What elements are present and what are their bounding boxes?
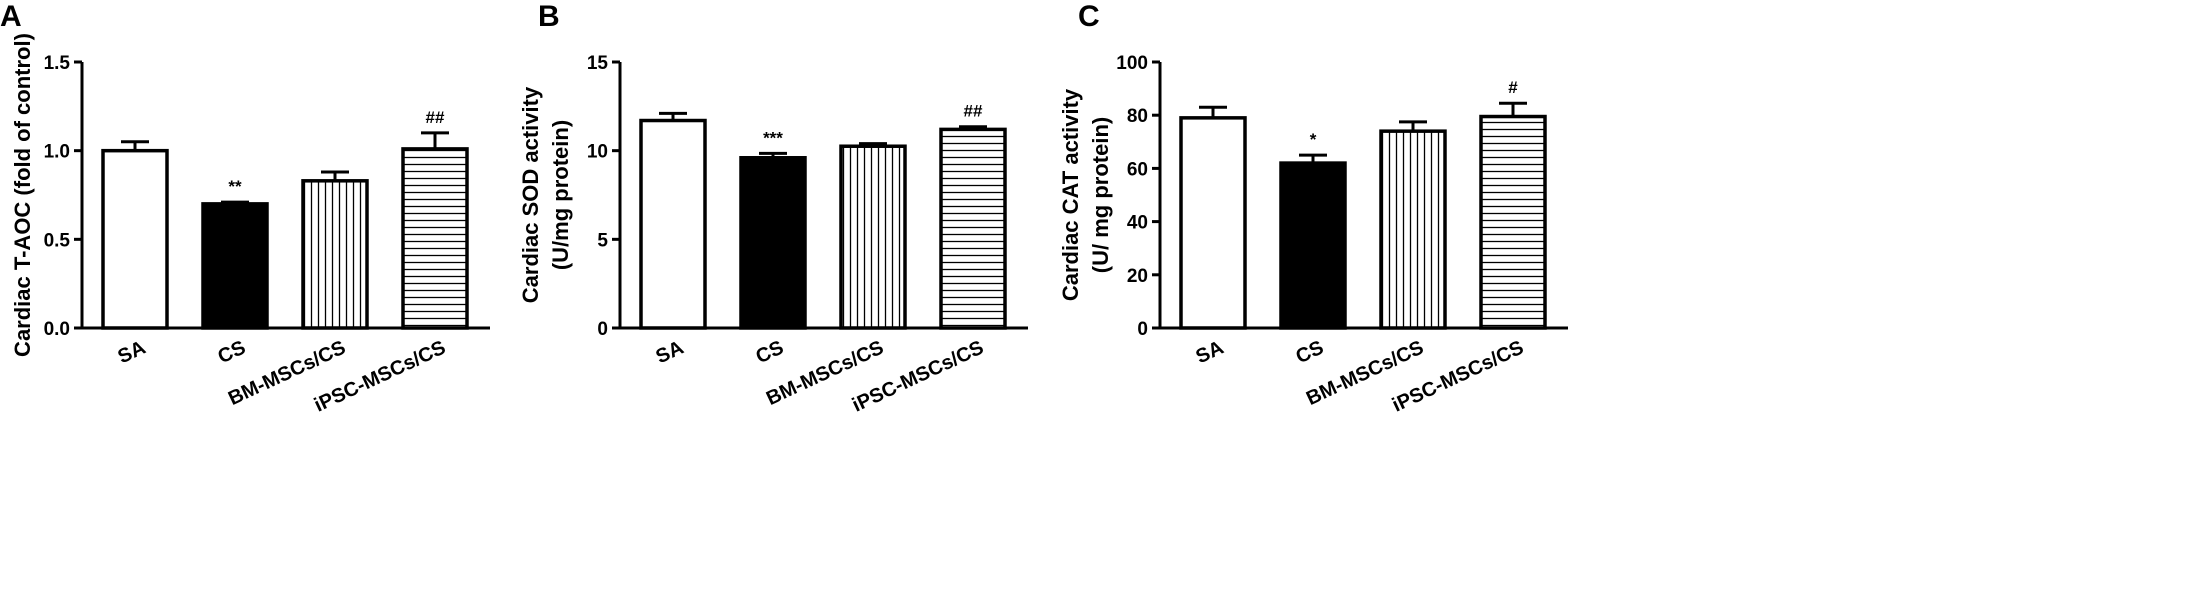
bar	[101, 148, 169, 330]
y-tick-label: 40	[1127, 213, 1148, 234]
significance-label: ##	[964, 102, 983, 121]
y-tick-label: 15	[587, 53, 609, 74]
y-tick-label: 0	[1137, 319, 1148, 340]
significance-label: *	[1310, 130, 1317, 149]
x-tick-label: SA	[1193, 337, 1227, 369]
significance-label: ***	[763, 128, 783, 147]
bar	[1279, 161, 1347, 330]
bar	[401, 147, 469, 330]
y-tick-label: 0	[597, 319, 608, 340]
y-tick-label: 0.0	[44, 319, 70, 340]
bar	[201, 202, 269, 330]
y-tick-label: 60	[1127, 159, 1148, 180]
bar	[939, 127, 1007, 330]
significance-label: #	[1508, 78, 1518, 97]
y-axis-label: Cardiac SOD activity	[518, 86, 543, 303]
panel: C Cardiac CAT activity (U/ mg protein) 0 20 4…	[1058, 0, 1568, 417]
y-tick-label: 10	[587, 142, 608, 163]
panel-label: C	[1078, 0, 1100, 33]
bar	[639, 118, 707, 330]
y-tick-label: 1.5	[44, 53, 71, 74]
y-tick-label: 1.0	[44, 142, 70, 163]
bar	[839, 144, 907, 330]
y-axis-label: Cardiac T-AOC (fold of control)	[10, 33, 35, 357]
y-tick-label: 0.5	[44, 230, 71, 251]
y-tick-label: 80	[1127, 106, 1148, 127]
panel-label: B	[538, 0, 560, 33]
bar	[1179, 116, 1247, 330]
panel-label: A	[0, 0, 22, 33]
bar	[1479, 114, 1547, 330]
x-tick-label: CS	[1293, 337, 1327, 369]
x-tick-label: CS	[215, 337, 249, 369]
x-tick-label: SA	[115, 337, 149, 369]
y-tick-label: 20	[1127, 266, 1148, 287]
bar	[1379, 129, 1447, 330]
y-tick-label: 5	[597, 230, 608, 251]
y-axis-label: (U/mg protein)	[548, 120, 573, 270]
bar	[301, 179, 369, 330]
significance-label: ##	[426, 108, 445, 127]
bar	[739, 156, 807, 330]
y-tick-label: 100	[1116, 53, 1148, 74]
panel: B Cardiac SOD activity (U/mg protein) 0 5 10 1…	[518, 0, 1028, 417]
y-axis-label: (U/ mg protein)	[1088, 117, 1113, 273]
x-tick-label: SA	[653, 337, 687, 369]
x-tick-label: CS	[753, 337, 787, 369]
y-axis-label: Cardiac CAT activity	[1058, 88, 1083, 301]
significance-label: **	[228, 177, 242, 196]
